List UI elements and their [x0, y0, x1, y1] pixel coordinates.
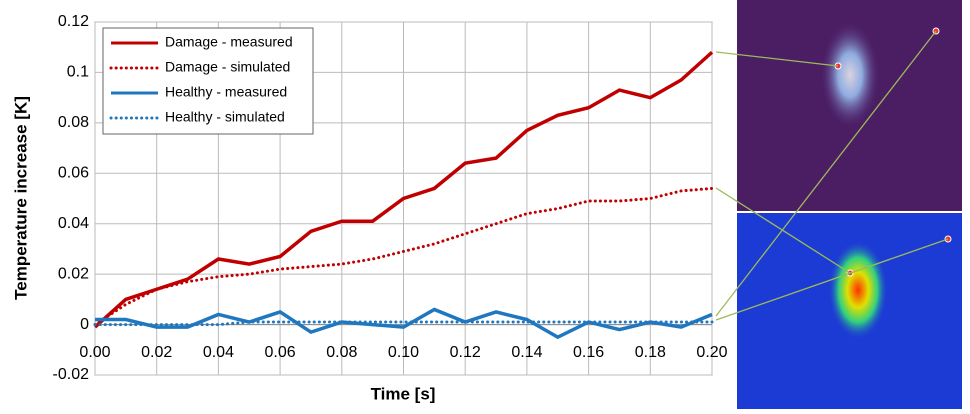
y-axis-title: Temperature increase [K]	[11, 96, 30, 300]
legend-label: Damage - measured	[165, 34, 293, 50]
x-tick-label: 0.14	[511, 344, 542, 361]
y-tick-label: 0.08	[58, 114, 89, 131]
figure: Time [s] Temperature increase [K] -0.02 0…	[0, 0, 970, 409]
y-tick-label: -0.02	[53, 366, 90, 383]
x-tick-label: 0.16	[573, 344, 604, 361]
x-tick-label: 0.00	[79, 344, 110, 361]
y-tick-label: 0.02	[58, 265, 89, 282]
damage-hotspot	[820, 20, 880, 130]
x-tick-label: 0.06	[265, 344, 296, 361]
x-tick-label: 0.10	[388, 344, 419, 361]
legend-label: Healthy - simulated	[165, 109, 285, 125]
x-tick-label: 0.20	[696, 344, 727, 361]
x-tick-label: 0.18	[635, 344, 666, 361]
x-tick-label: 0.12	[450, 344, 481, 361]
x-tick-label: 0.08	[326, 344, 357, 361]
y-tick-label: 0.1	[67, 64, 89, 81]
x-tick-label: 0.04	[203, 344, 234, 361]
legend-label: Damage - simulated	[165, 59, 290, 75]
simulation-hotspot	[828, 240, 888, 340]
x-axis-title: Time [s]	[371, 384, 436, 403]
legend: Damage - measured Damage - simulated Healt…	[103, 28, 313, 134]
y-tick-label: 0	[80, 316, 89, 333]
y-tick-label: 0.12	[58, 13, 89, 30]
y-tick-label: 0.04	[58, 215, 89, 232]
thermal-images	[716, 0, 962, 409]
y-tick-label: 0.06	[58, 165, 89, 182]
x-tick-label: 0.02	[141, 344, 172, 361]
legend-label: Healthy - measured	[165, 84, 287, 100]
